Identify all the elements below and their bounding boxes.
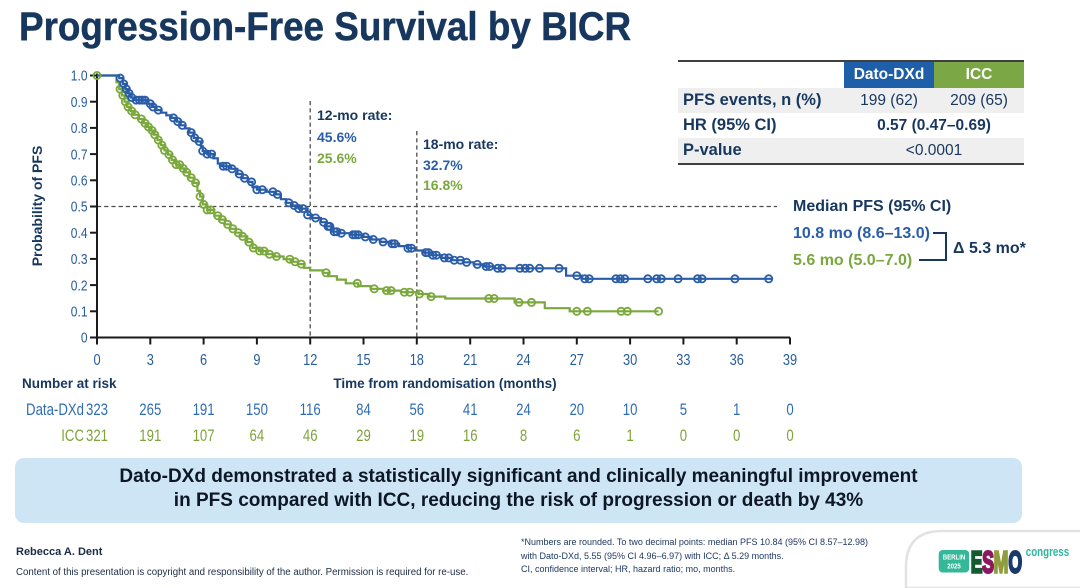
svg-text:0.6: 0.6 [71, 172, 88, 189]
svg-text:0.2: 0.2 [71, 277, 88, 294]
svg-text:Data-DXd: Data-DXd [26, 401, 84, 420]
svg-text:3: 3 [147, 352, 154, 370]
svg-text:64: 64 [250, 427, 265, 446]
svg-text:Time from randomisation (month: Time from randomisation (months) [333, 376, 556, 391]
svg-text:21: 21 [463, 352, 477, 370]
svg-text:18-mo rate:: 18-mo rate: [423, 136, 498, 152]
svg-text:16.8%: 16.8% [423, 177, 463, 193]
svg-text:15: 15 [356, 352, 370, 370]
svg-text:0: 0 [93, 352, 100, 370]
svg-text:O: O [1008, 545, 1022, 579]
svg-text:39: 39 [783, 352, 797, 370]
svg-text:5.6 mo (5.0–7.0): 5.6 mo (5.0–7.0) [793, 252, 912, 269]
svg-text:2025: 2025 [947, 563, 961, 571]
svg-text:36: 36 [730, 352, 744, 370]
svg-text:8: 8 [520, 427, 527, 446]
svg-text:84: 84 [356, 401, 371, 420]
svg-text:321: 321 [86, 427, 108, 446]
svg-text:27: 27 [570, 352, 584, 370]
svg-text:Δ 5.3 mo*: Δ 5.3 mo* [953, 240, 1027, 257]
svg-text:191: 191 [193, 401, 215, 420]
svg-text:congress: congress [1026, 546, 1069, 560]
svg-text:25.6%: 25.6% [317, 150, 357, 166]
svg-text:33: 33 [676, 352, 690, 370]
svg-text:45.6%: 45.6% [317, 129, 357, 145]
svg-text:Probability of PFS: Probability of PFS [29, 146, 45, 267]
svg-text:5: 5 [680, 401, 687, 420]
svg-text:32.7%: 32.7% [423, 157, 463, 173]
svg-text:116: 116 [300, 401, 321, 420]
svg-text:19: 19 [409, 427, 424, 446]
svg-text:24: 24 [516, 401, 531, 420]
svg-text:M: M [994, 545, 1009, 579]
svg-text:56: 56 [409, 401, 424, 420]
svg-text:0: 0 [786, 427, 793, 446]
svg-text:Median PFS (95% CI): Median PFS (95% CI) [793, 198, 951, 215]
svg-text:0.8: 0.8 [71, 120, 88, 137]
svg-text:6: 6 [200, 352, 207, 370]
svg-text:ICC: ICC [61, 427, 84, 446]
svg-text:150: 150 [246, 401, 268, 420]
svg-text:0.3: 0.3 [71, 251, 88, 268]
svg-text:1: 1 [733, 401, 740, 420]
svg-text:0: 0 [81, 329, 88, 346]
svg-text:BERLIN: BERLIN [943, 554, 966, 562]
svg-text:1: 1 [626, 427, 633, 446]
svg-text:10: 10 [623, 401, 638, 420]
svg-text:107: 107 [193, 427, 215, 446]
svg-text:1.0: 1.0 [71, 67, 88, 84]
svg-text:0.1: 0.1 [71, 303, 88, 320]
svg-text:46: 46 [303, 427, 318, 446]
svg-text:18: 18 [410, 352, 424, 370]
svg-text:12: 12 [303, 352, 317, 370]
svg-text:E: E [971, 545, 983, 579]
svg-text:16: 16 [463, 427, 478, 446]
svg-text:41: 41 [463, 401, 478, 420]
svg-text:6: 6 [573, 427, 580, 446]
svg-text:12-mo rate:: 12-mo rate: [317, 107, 392, 123]
svg-text:S: S [982, 545, 994, 579]
svg-text:0.9: 0.9 [71, 94, 88, 111]
svg-text:0.7: 0.7 [71, 146, 88, 163]
svg-text:20: 20 [569, 401, 584, 420]
svg-text:0: 0 [680, 427, 687, 446]
svg-text:0: 0 [733, 427, 740, 446]
svg-text:0.4: 0.4 [71, 225, 88, 242]
svg-text:24: 24 [516, 352, 530, 370]
svg-text:29: 29 [356, 427, 371, 446]
svg-text:9: 9 [253, 352, 260, 370]
svg-text:0: 0 [786, 401, 793, 420]
svg-text:Number at risk: Number at risk [22, 376, 117, 391]
svg-text:191: 191 [139, 427, 161, 446]
svg-text:10.8 mo (8.6–13.0): 10.8 mo (8.6–13.0) [793, 225, 930, 242]
svg-text:30: 30 [623, 352, 637, 370]
svg-text:323: 323 [86, 401, 108, 420]
svg-text:265: 265 [139, 401, 161, 420]
svg-text:0.5: 0.5 [71, 198, 88, 215]
